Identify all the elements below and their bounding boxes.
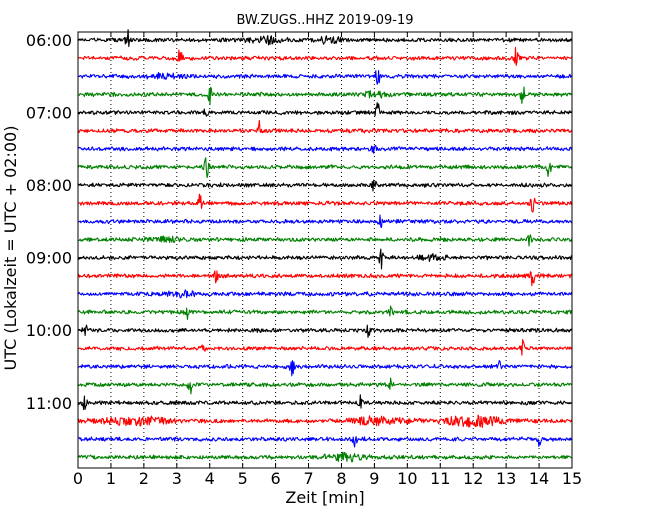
x-tick-label: 9 [369, 469, 379, 488]
plot-frame [77, 31, 573, 469]
trace-1100 [77, 394, 573, 411]
trace-0615 [77, 46, 573, 66]
x-tick-label: 14 [529, 469, 549, 488]
trace-1045 [77, 377, 572, 395]
trace-0815 [77, 193, 573, 213]
chart-title: BW.ZUGS..HHZ 2019-09-19 [236, 13, 413, 28]
y-tick-label: 09:00 [26, 249, 72, 268]
y-axis-label: UTC (Lokalzeit = UTC + 02:00) [1, 126, 20, 371]
trace-0715 [77, 119, 573, 134]
trace-0900 [77, 248, 573, 270]
trace-0645 [78, 86, 573, 106]
trace-0845 [77, 234, 573, 247]
trace-0630 [77, 70, 573, 85]
trace-1030 [77, 360, 573, 377]
x-tick-label: 2 [139, 469, 149, 488]
x-tick-label: 6 [271, 469, 281, 488]
x-axis-ticks: 0 1 2 3 4 5 6 7 8 9 10 11 12 13 14 15 [73, 32, 582, 488]
trace-1000 [77, 324, 573, 338]
x-tick-label: 12 [463, 469, 483, 488]
trace-0830 [77, 214, 573, 228]
trace-0700 [77, 102, 573, 117]
y-tick-label: 06:00 [26, 31, 72, 50]
x-tick-label: 0 [73, 469, 83, 488]
trace-0745 [77, 157, 573, 179]
trace-1115 [77, 414, 573, 429]
x-tick-label: 10 [397, 469, 417, 488]
x-tick-label: 11 [430, 469, 450, 488]
trace-0930 [77, 289, 573, 299]
x-tick-label: 4 [205, 469, 215, 488]
x-tick-label: 1 [106, 469, 116, 488]
trace-1130 [77, 436, 573, 448]
y-axis-ticks: 06:00 07:00 08:00 09:00 10:00 11:00 [26, 31, 572, 413]
trace-0600 [77, 29, 573, 48]
y-tick-label: 11:00 [26, 394, 72, 413]
x-axis-label: Zeit [min] [285, 488, 364, 507]
y-tick-label: 08:00 [26, 176, 72, 195]
trace-1145 [77, 451, 573, 463]
y-tick-label: 07:00 [26, 104, 72, 123]
trace-series [77, 29, 573, 463]
trace-0800 [77, 179, 573, 192]
x-tick-label: 15 [562, 469, 582, 488]
x-tick-label: 8 [336, 469, 346, 488]
trace-0945 [77, 305, 573, 320]
x-tick-label: 3 [172, 469, 182, 488]
y-tick-label: 10:00 [26, 321, 72, 340]
trace-0915 [77, 270, 573, 287]
x-tick-label: 5 [238, 469, 248, 488]
x-tick-label: 7 [303, 469, 313, 488]
trace-1015 [77, 339, 573, 356]
trace-0730 [77, 145, 573, 154]
x-tick-label: 13 [496, 469, 516, 488]
